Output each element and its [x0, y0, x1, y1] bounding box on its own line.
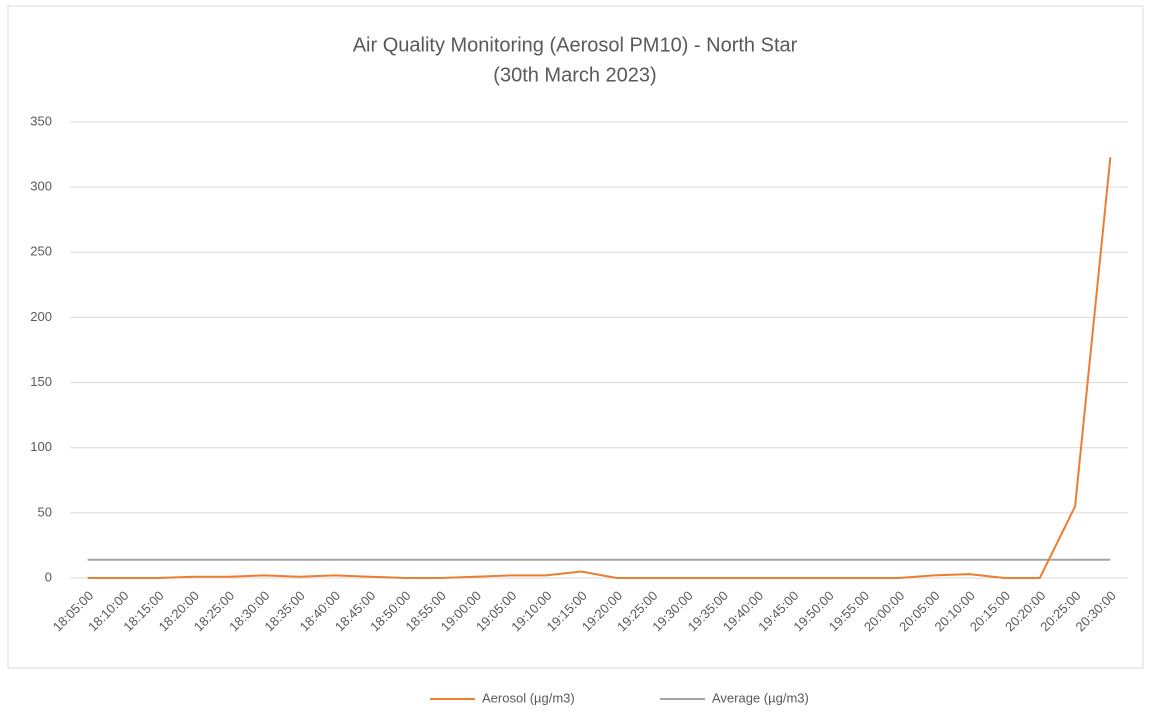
y-tick-label: 250 [30, 244, 52, 259]
legend-label: Aerosol (µg/m3) [482, 690, 575, 705]
y-tick-label: 300 [30, 179, 52, 194]
y-tick-label: 50 [38, 504, 52, 519]
data-line [87, 157, 1112, 579]
chart-title: Air Quality Monitoring (Aerosol PM10) - … [353, 34, 798, 56]
y-tick-label: 100 [30, 439, 52, 454]
chart-frame [7, 5, 1144, 669]
y-tick-label: 0 [45, 569, 52, 584]
chart-subtitle: (30th March 2023) [493, 64, 656, 86]
y-tick-label: 350 [30, 113, 52, 128]
y-tick-label: 200 [30, 309, 52, 324]
legend-label: Average (µg/m3) [712, 690, 809, 705]
y-tick-label: 150 [30, 374, 52, 389]
